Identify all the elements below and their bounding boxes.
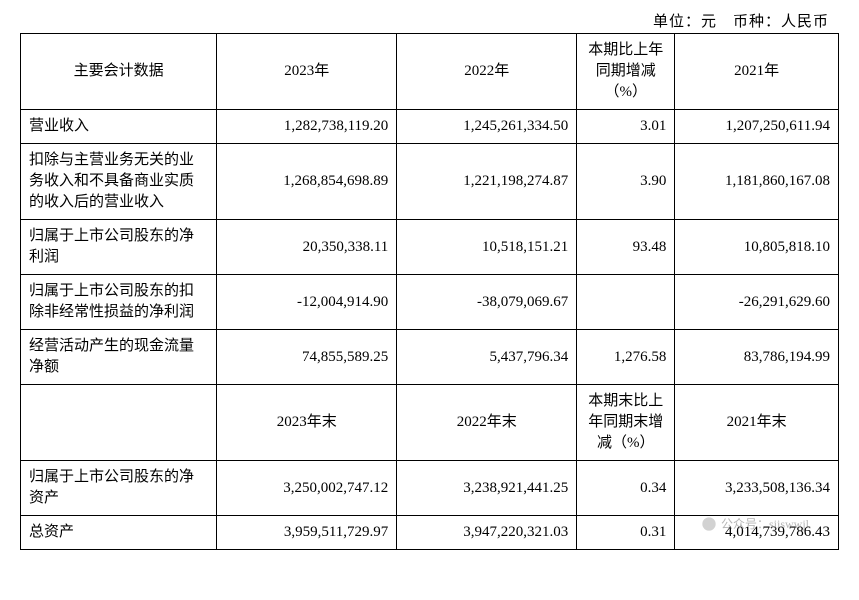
cell-value: 93.48 (577, 220, 675, 275)
row-label: 归属于上市公司股东的净利润 (21, 220, 217, 275)
cell-value: 3,238,921,441.25 (397, 461, 577, 516)
table-header-row: 主要会计数据 2023年 2022年 本期比上年同期增减（%） 2021年 (21, 34, 839, 110)
cell-value: 1,282,738,119.20 (217, 110, 397, 144)
financial-table: 主要会计数据 2023年 2022年 本期比上年同期增减（%） 2021年 营业… (20, 33, 839, 550)
col-header-2022: 2022年 (397, 34, 577, 110)
cell-value: 1,268,854,698.89 (217, 144, 397, 220)
cell-value: 4,014,739,786.43 (675, 516, 839, 550)
cell-value: 20,350,338.11 (217, 220, 397, 275)
cell-value: 3.01 (577, 110, 675, 144)
cell-value: 1,221,198,274.87 (397, 144, 577, 220)
table-row: 归属于上市公司股东的净利润 20,350,338.11 10,518,151.2… (21, 220, 839, 275)
table-row: 营业收入 1,282,738,119.20 1,245,261,334.50 3… (21, 110, 839, 144)
cell-value: 10,805,818.10 (675, 220, 839, 275)
table-row: 经营活动产生的现金流量净额 74,855,589.25 5,437,796.34… (21, 330, 839, 385)
cell-value: -12,004,914.90 (217, 275, 397, 330)
cell-value: 74,855,589.25 (217, 330, 397, 385)
row-label: 扣除与主营业务无关的业务收入和不具备商业实质的收入后的营业收入 (21, 144, 217, 220)
cell-value (577, 275, 675, 330)
cell-value: 3,233,508,136.34 (675, 461, 839, 516)
col-subheader-2022end: 2022年末 (397, 385, 577, 461)
col-subheader-2023end: 2023年末 (217, 385, 397, 461)
cell-value: 3.90 (577, 144, 675, 220)
cell-value: -38,079,069.67 (397, 275, 577, 330)
col-header-metric: 主要会计数据 (21, 34, 217, 110)
table-row: 总资产 3,959,511,729.97 3,947,220,321.03 0.… (21, 516, 839, 550)
row-label: 营业收入 (21, 110, 217, 144)
col-header-change: 本期比上年同期增减（%） (577, 34, 675, 110)
cell-value: 83,786,194.99 (675, 330, 839, 385)
table-row: 归属于上市公司股东的扣除非经常性损益的净利润 -12,004,914.90 -3… (21, 275, 839, 330)
col-header-2023: 2023年 (217, 34, 397, 110)
cell-value: 5,437,796.34 (397, 330, 577, 385)
cell-value: 1,245,261,334.50 (397, 110, 577, 144)
cell-value: 3,947,220,321.03 (397, 516, 577, 550)
table-subheader-row: 2023年末 2022年末 本期末比上年同期末增减（%） 2021年末 (21, 385, 839, 461)
row-label: 归属于上市公司股东的净资产 (21, 461, 217, 516)
row-label: 归属于上市公司股东的扣除非经常性损益的净利润 (21, 275, 217, 330)
cell-value: 3,250,002,747.12 (217, 461, 397, 516)
cell-value: 3,959,511,729.97 (217, 516, 397, 550)
cell-value: 0.31 (577, 516, 675, 550)
table-row: 扣除与主营业务无关的业务收入和不具备商业实质的收入后的营业收入 1,268,85… (21, 144, 839, 220)
col-subheader-2021end: 2021年末 (675, 385, 839, 461)
cell-value: 1,276.58 (577, 330, 675, 385)
cell-value: 1,181,860,167.08 (675, 144, 839, 220)
row-label: 经营活动产生的现金流量净额 (21, 330, 217, 385)
cell-value: 10,518,151.21 (397, 220, 577, 275)
cell-value: -26,291,629.60 (675, 275, 839, 330)
row-label: 总资产 (21, 516, 217, 550)
unit-currency-label: 单位：元 币种：人民币 (20, 10, 839, 31)
cell-value: 1,207,250,611.94 (675, 110, 839, 144)
col-subheader-blank (21, 385, 217, 461)
cell-value: 0.34 (577, 461, 675, 516)
col-subheader-change-end: 本期末比上年同期末增减（%） (577, 385, 675, 461)
table-row: 归属于上市公司股东的净资产 3,250,002,747.12 3,238,921… (21, 461, 839, 516)
col-header-2021: 2021年 (675, 34, 839, 110)
